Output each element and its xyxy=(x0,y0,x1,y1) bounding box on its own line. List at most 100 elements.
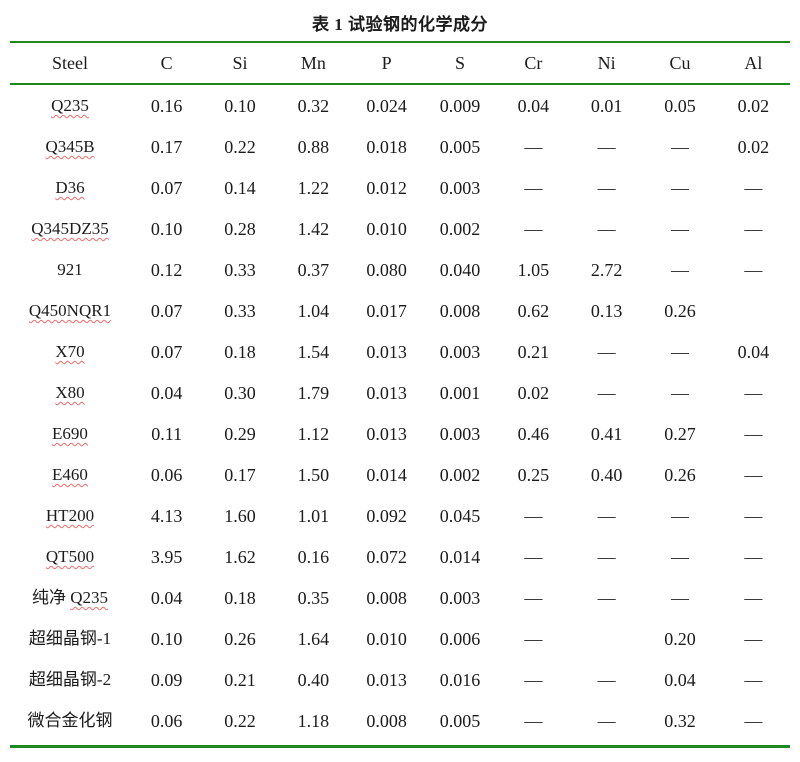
value-cell: 0.33 xyxy=(224,300,256,321)
value-cell: 0.07 xyxy=(150,300,183,321)
value-cell: — xyxy=(524,628,543,649)
value-cell: — xyxy=(744,177,763,198)
value-cell: — xyxy=(744,464,763,485)
steel-name-cell: 微合金化钢 xyxy=(10,712,130,729)
table-body: Q235 0.16 0.10 0.32 0.024 0.009 0.04 0.01 0.05 0.… xyxy=(10,85,790,748)
value-cell: 0.092 xyxy=(366,505,407,526)
value-cell: — xyxy=(524,505,543,526)
column-header-steel: Steel xyxy=(52,53,88,73)
steel-name-prefix: 纯净 xyxy=(31,588,71,607)
value-cell: 0.002 xyxy=(439,464,481,485)
value-cell: 1.50 xyxy=(297,464,330,485)
value-cell: 1.22 xyxy=(297,177,330,198)
value-cell: — xyxy=(744,546,763,567)
value-cell: 0.04 xyxy=(664,669,696,690)
value-cell: 0.04 xyxy=(150,382,183,403)
value-cell: 0.33 xyxy=(224,259,256,280)
value-cell: — xyxy=(597,505,616,526)
value-cell: 0.01 xyxy=(590,95,623,116)
value-cell: — xyxy=(744,628,763,649)
value-cell: 0.002 xyxy=(439,218,481,239)
value-cell: 0.17 xyxy=(224,464,256,485)
value-cell: — xyxy=(670,587,689,608)
steel-name-cell: X70 xyxy=(10,343,130,360)
value-cell: — xyxy=(524,136,543,157)
value-cell: 1.42 xyxy=(297,218,330,239)
value-cell: 0.37 xyxy=(297,259,330,280)
value-cell: — xyxy=(597,546,616,567)
value-cell: — xyxy=(744,669,763,690)
value-cell: 0.14 xyxy=(224,177,256,198)
steel-name-cell: 纯净 Q235 xyxy=(10,589,130,606)
table-row: 超细晶钢-2 0.09 0.21 0.40 0.013 0.016 — — 0.04 — xyxy=(10,659,790,700)
value-cell: 0.17 xyxy=(150,136,183,157)
value-cell: 0.003 xyxy=(439,341,481,362)
steel-name: Q235 xyxy=(51,96,89,115)
steel-name: Q345B xyxy=(45,137,95,156)
steel-name-cell: E690 xyxy=(10,425,130,442)
value-cell: — xyxy=(670,341,689,362)
steel-name-cell: X80 xyxy=(10,384,130,401)
column-header-s: S xyxy=(454,53,465,73)
value-cell: 0.11 xyxy=(151,423,183,444)
value-cell: — xyxy=(524,587,543,608)
value-cell: 1.12 xyxy=(297,423,330,444)
value-cell: 0.024 xyxy=(366,95,407,116)
steel-name: E460 xyxy=(52,465,88,484)
value-cell: 0.12 xyxy=(150,259,183,280)
table-row: E460 0.06 0.17 1.50 0.014 0.002 0.25 0.40 0.26 — xyxy=(10,454,790,495)
value-cell: 0.22 xyxy=(224,136,256,157)
value-cell: 1.62 xyxy=(224,546,256,567)
steel-name-cell: QT500 xyxy=(10,548,130,565)
value-cell: — xyxy=(670,218,689,239)
steel-name: Q450NQR1 xyxy=(28,301,112,320)
value-cell: 0.02 xyxy=(517,382,550,403)
value-cell: 0.009 xyxy=(439,95,481,116)
steel-name: E690 xyxy=(52,424,88,443)
value-cell: 1.04 xyxy=(297,300,330,321)
value-cell: 0.22 xyxy=(224,710,256,731)
value-cell: — xyxy=(670,259,689,280)
value-cell: 1.01 xyxy=(297,505,330,526)
value-cell: 1.64 xyxy=(297,628,330,649)
value-cell: 0.04 xyxy=(517,95,550,116)
value-cell: 0.32 xyxy=(664,710,696,731)
value-cell: — xyxy=(597,587,616,608)
value-cell: 0.05 xyxy=(664,95,696,116)
steel-name: 超细晶钢-1 xyxy=(28,629,112,648)
value-cell: 0.10 xyxy=(224,95,256,116)
value-cell: — xyxy=(524,546,543,567)
value-cell: 0.46 xyxy=(517,423,550,444)
value-cell: — xyxy=(597,341,616,362)
value-cell: 0.21 xyxy=(517,341,550,362)
value-cell: 2.72 xyxy=(590,259,623,280)
value-cell: — xyxy=(524,669,543,690)
value-cell: 0.88 xyxy=(297,136,330,157)
table-row: Q235 0.16 0.10 0.32 0.024 0.009 0.04 0.01 0.05 0.… xyxy=(10,85,790,126)
steel-name-cell: Q345B xyxy=(10,138,130,155)
table-row: 921 0.12 0.33 0.37 0.080 0.040 1.05 2.72 — — xyxy=(10,249,790,290)
value-cell: 0.013 xyxy=(366,423,407,444)
value-cell: — xyxy=(744,587,763,608)
steel-name: 微合金化钢 xyxy=(27,711,113,730)
value-cell: 0.006 xyxy=(439,628,481,649)
value-cell: 0.080 xyxy=(366,259,407,280)
value-cell: — xyxy=(744,382,763,403)
steel-name-cell: E460 xyxy=(10,466,130,483)
value-cell: — xyxy=(524,177,543,198)
steel-name: D36 xyxy=(55,178,85,197)
table-row: 微合金化钢 0.06 0.22 1.18 0.008 0.005 — — 0.32 — xyxy=(10,700,790,741)
value-cell: 0.003 xyxy=(439,587,481,608)
value-cell: — xyxy=(670,177,689,198)
value-cell: 0.26 xyxy=(664,464,696,485)
value-cell: 0.018 xyxy=(366,136,407,157)
value-cell: 0.001 xyxy=(439,382,481,403)
value-cell: — xyxy=(524,710,543,731)
value-cell: — xyxy=(744,423,763,444)
steel-name: X70 xyxy=(55,342,85,361)
table-row: D36 0.07 0.14 1.22 0.012 0.003 — — — — xyxy=(10,167,790,208)
table-row: Q450NQR1 0.07 0.33 1.04 0.017 0.008 0.62 0.13 0.… xyxy=(10,290,790,331)
value-cell: 0.008 xyxy=(439,300,481,321)
value-cell: 0.013 xyxy=(366,341,407,362)
